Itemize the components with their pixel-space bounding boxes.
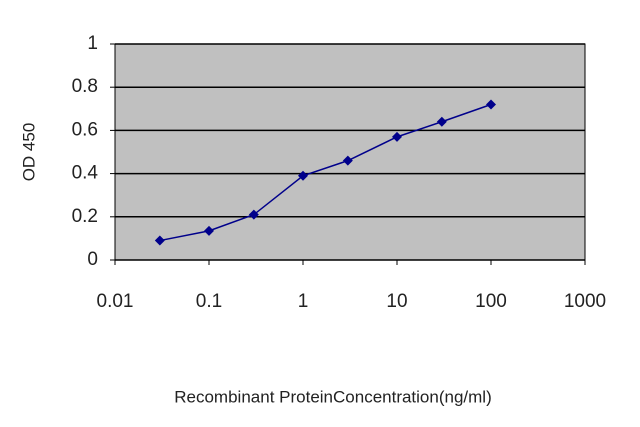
data-point (342, 155, 353, 166)
y-tick-label: 0.6 (72, 119, 98, 140)
data-point (154, 235, 165, 246)
data-point (392, 131, 402, 142)
x-axis-title: Recombinant ProteinConcentration(ng/ml) (174, 387, 492, 406)
plot-area (114, 43, 586, 261)
x-tick-label: 1000 (564, 291, 606, 312)
x-tick-label: 10 (386, 291, 407, 312)
data-point (486, 99, 496, 110)
y-tick-label: 0.4 (72, 163, 99, 184)
data-point (204, 225, 214, 236)
y-tick-label: 0.2 (72, 206, 98, 227)
x-tick-label: 100 (475, 291, 507, 312)
data-point (298, 170, 308, 181)
data-line (159, 103, 492, 242)
x-tick-label: 0.01 (97, 291, 134, 312)
y-tick-label: 1 (87, 33, 98, 54)
y-tick-label: 0 (87, 249, 98, 270)
data-point (248, 209, 259, 220)
x-tick-label: 1 (298, 291, 309, 312)
x-tick-label: 0.1 (196, 291, 222, 312)
data-point (436, 116, 447, 127)
y-tick-label: 0.8 (72, 76, 98, 97)
y-axis-title: OD 450 (19, 123, 38, 182)
